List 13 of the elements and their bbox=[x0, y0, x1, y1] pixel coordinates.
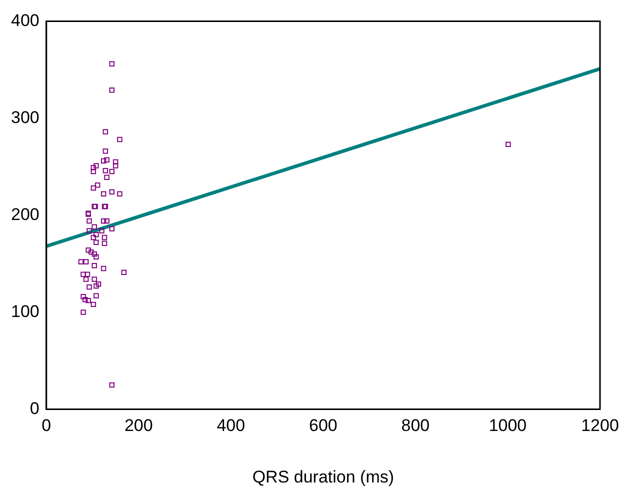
y-tick-label: 200 bbox=[10, 204, 40, 224]
y-tick-label: 400 bbox=[10, 10, 40, 30]
x-tick-label: 400 bbox=[216, 416, 246, 436]
y-tick-label: 100 bbox=[10, 302, 40, 321]
x-tick-label: 200 bbox=[124, 416, 153, 436]
x-tick-label: 600 bbox=[308, 416, 338, 436]
x-tick-label: 1000 bbox=[488, 416, 527, 436]
x-tick-label: 0 bbox=[42, 416, 52, 436]
x-axis-title: QRS duration (ms) bbox=[252, 467, 394, 486]
x-tick-label: 1200 bbox=[581, 416, 619, 436]
y-tick-label: 300 bbox=[10, 108, 40, 127]
y-tick-label: 0 bbox=[30, 398, 40, 418]
x-tick-label: 800 bbox=[401, 416, 430, 436]
